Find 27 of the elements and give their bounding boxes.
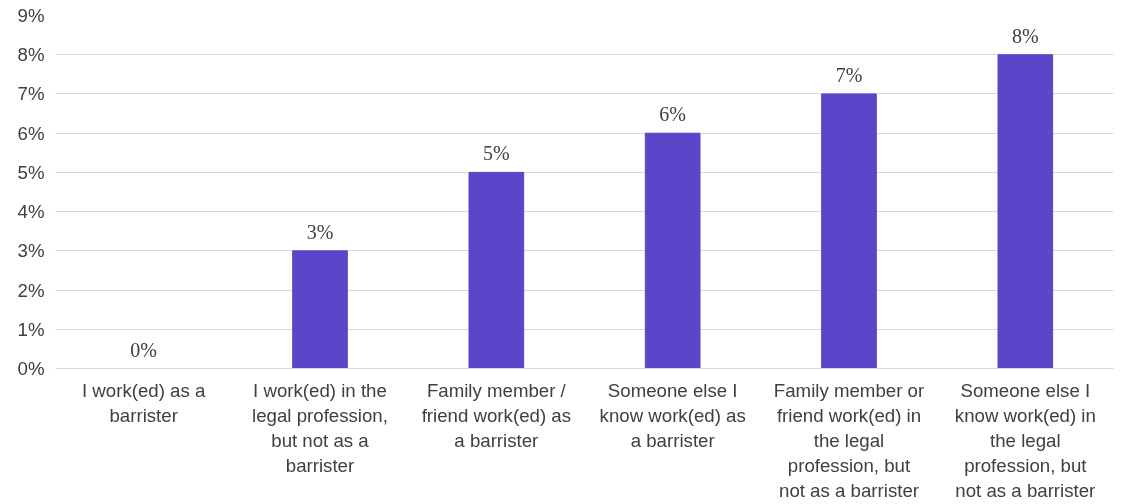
bar (997, 54, 1054, 369)
bar (644, 132, 701, 369)
bar (821, 93, 877, 369)
data-label: 3% (306, 220, 334, 243)
data-label: 5% (483, 142, 510, 165)
x-tick-label: Family member or friend work(ed) in the legal profession, but not as a barrister (773, 379, 925, 502)
y-tick-label: 5% (17, 161, 45, 183)
x-tick-label: Someone else I know work(ed) as a barrister (599, 379, 746, 451)
bar (468, 171, 525, 369)
y-tick-label: 7% (17, 83, 45, 105)
y-tick-label: 1% (17, 318, 45, 340)
y-tick-label: 9% (17, 5, 45, 26)
x-tick-label: Someone else I know work(ed) in the legal profession, but not as a barrister (954, 379, 1096, 502)
y-tick-label: 3% (17, 240, 45, 262)
data-label: 6% (659, 103, 687, 126)
data-label: 7% (835, 63, 863, 86)
y-tick-label: 6% (17, 122, 45, 144)
data-label: 0% (130, 338, 158, 361)
y-tick-label: 0% (17, 358, 45, 379)
x-tick-label: Family member / friend work(ed) as a barrister (421, 379, 571, 451)
y-tick-label: 4% (17, 201, 45, 223)
y-tick-label: 8% (17, 44, 45, 66)
x-tick-label: I work(ed) in the legal profession, but not as a barrister (252, 379, 388, 477)
y-tick-label: 2% (17, 279, 45, 301)
bar (292, 250, 348, 369)
x-tick-label: I work(ed) as a barrister (81, 379, 206, 426)
data-label: 8% (1012, 24, 1039, 47)
